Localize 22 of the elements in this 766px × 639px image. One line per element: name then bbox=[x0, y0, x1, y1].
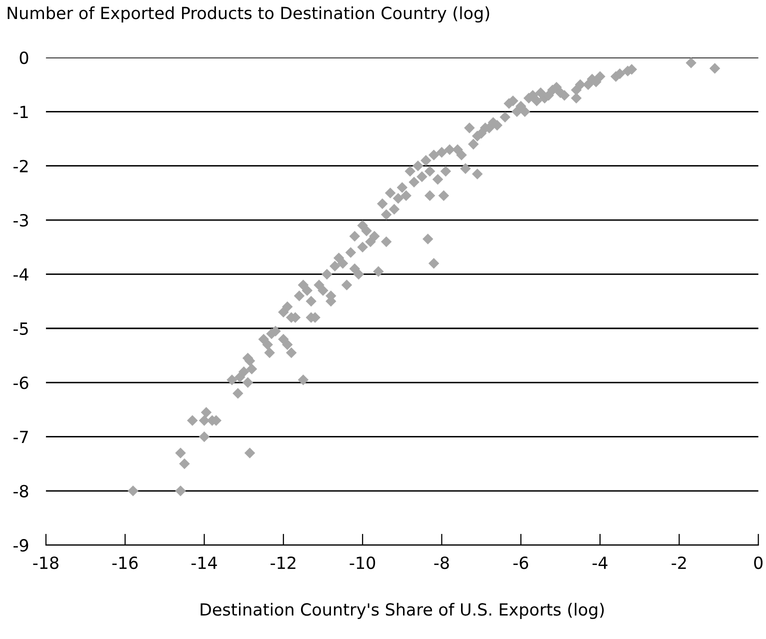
x-tick-label: -6 bbox=[513, 556, 528, 570]
x-tick-label: -18 bbox=[33, 556, 58, 570]
y-axis-title: Number of Exported Products to Destination Country (log) bbox=[8, 6, 490, 23]
y-tick-label: -2 bbox=[13, 160, 28, 172]
x-tick-label: -16 bbox=[112, 556, 138, 570]
x-tick-label: -2 bbox=[672, 556, 686, 569]
x-axis-title: Destination Country's Share of U.S. Exports (log) bbox=[200, 602, 604, 619]
x-tick-label: 0 bbox=[754, 556, 763, 570]
y-tick-label: -6 bbox=[13, 376, 28, 390]
x-tick-label: -14 bbox=[191, 556, 217, 569]
y-tick-label: 0 bbox=[20, 51, 28, 64]
y-tick-label: -9 bbox=[13, 539, 28, 552]
y-tick-label: -8 bbox=[13, 484, 28, 498]
y-tick-label: -4 bbox=[13, 268, 28, 281]
y-tick-label: -7 bbox=[13, 430, 28, 444]
x-tick-label: -12 bbox=[270, 556, 296, 569]
x-tick-label: -8 bbox=[434, 556, 449, 570]
y-tick-label: -5 bbox=[13, 322, 28, 335]
x-tick-label: -10 bbox=[350, 556, 376, 570]
x-tick-label: -4 bbox=[592, 556, 608, 569]
y-tick-label: -1 bbox=[13, 106, 28, 118]
y-tick-label: -3 bbox=[13, 214, 28, 227]
